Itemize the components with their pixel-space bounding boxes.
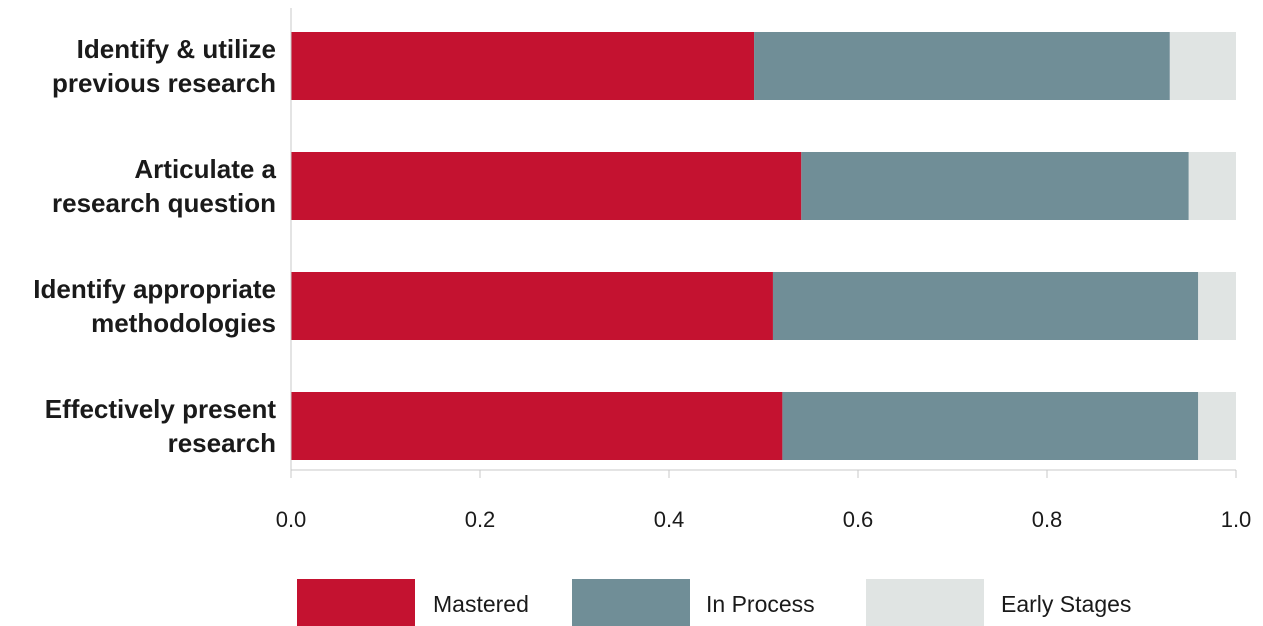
bar-mastered-3 (291, 272, 773, 340)
x-tick-label: 1.0 (1221, 507, 1252, 532)
bar-in-process-3 (772, 272, 1199, 340)
category-label-line: Identify & utilize (77, 34, 276, 64)
legend-swatch-mastered (297, 579, 415, 626)
x-tick-label: 0.4 (654, 507, 685, 532)
category-label-4: Effectively present research (45, 394, 277, 458)
x-tick-label: 0.8 (1032, 507, 1063, 532)
x-tick-label: 0.0 (276, 507, 307, 532)
legend-label-early-stages: Early Stages (1001, 591, 1131, 617)
category-label-line: research (168, 428, 276, 458)
x-tick-labels: 0.0 0.2 0.4 0.6 0.8 1.0 (276, 507, 1252, 532)
bar-early-stages-2 (1188, 152, 1236, 220)
legend-label-mastered: Mastered (433, 591, 529, 617)
axes (290, 8, 1237, 478)
bar-in-process-4 (782, 392, 1199, 460)
bar-early-stages-1 (1169, 32, 1236, 100)
category-label-3: Identify appropriate methodologies (33, 274, 276, 338)
legend-label-in-process: In Process (706, 591, 815, 617)
legend-swatch-early-stages (866, 579, 984, 626)
legend: Mastered In Process Early Stages (297, 579, 1131, 626)
x-tick-label: 0.2 (465, 507, 496, 532)
x-tick-label: 0.6 (843, 507, 874, 532)
category-label-line: Identify appropriate (33, 274, 276, 304)
bar-in-process-2 (801, 152, 1189, 220)
category-label-line: research question (52, 188, 276, 218)
category-label-1: Identify & utilize previous research (52, 34, 276, 98)
category-label-line: Effectively present (45, 394, 277, 424)
bar-early-stages-3 (1198, 272, 1236, 340)
bar-mastered-4 (291, 392, 783, 460)
bar-mastered-2 (291, 152, 802, 220)
category-labels: Identify & utilize previous research Artic… (33, 34, 276, 458)
category-label-2: Articulate a research question (52, 154, 277, 218)
category-label-line: methodologies (91, 308, 276, 338)
bars-layer (291, 32, 1236, 460)
legend-swatch-in-process (572, 579, 690, 626)
category-label-line: previous research (52, 68, 276, 98)
bar-in-process-1 (754, 32, 1170, 100)
bar-mastered-1 (291, 32, 755, 100)
bar-early-stages-4 (1198, 392, 1236, 460)
category-label-line: Articulate a (134, 154, 276, 184)
